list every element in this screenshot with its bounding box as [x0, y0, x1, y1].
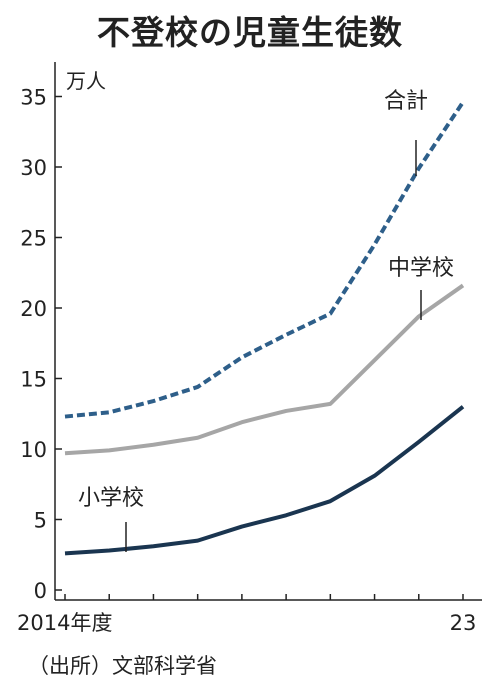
- series-line: [64, 405, 465, 556]
- x-axis-ticks: 2014年度 23: [17, 594, 476, 635]
- y-axis-unit-label: 万人: [66, 69, 106, 93]
- y-axis-ticks: 0 5 10 15 20 25 30 35: [20, 86, 62, 603]
- series-label: 中学校: [388, 256, 454, 281]
- source-note: （出所）文部科学省: [28, 654, 217, 678]
- y-tick-label: 20: [20, 297, 47, 321]
- chart-title: 不登校の児童生徒数: [97, 13, 403, 52]
- y-tick-label: 0: [34, 579, 47, 603]
- axes: [54, 62, 482, 601]
- series-label: 小学校: [78, 486, 144, 511]
- y-tick-label: 25: [20, 227, 47, 251]
- y-tick-label: 5: [34, 509, 47, 533]
- y-tick-label: 30: [20, 156, 47, 180]
- x-tick-label: 23: [450, 611, 477, 635]
- y-tick-label: 15: [20, 368, 47, 392]
- y-tick-label: 35: [20, 86, 47, 110]
- series-line: [64, 283, 465, 456]
- y-tick-label: 10: [20, 438, 47, 462]
- series-line: [64, 101, 465, 419]
- x-tick-label: 2014年度: [17, 611, 112, 635]
- series-label: 合計: [384, 89, 428, 114]
- series-lines: [64, 101, 465, 556]
